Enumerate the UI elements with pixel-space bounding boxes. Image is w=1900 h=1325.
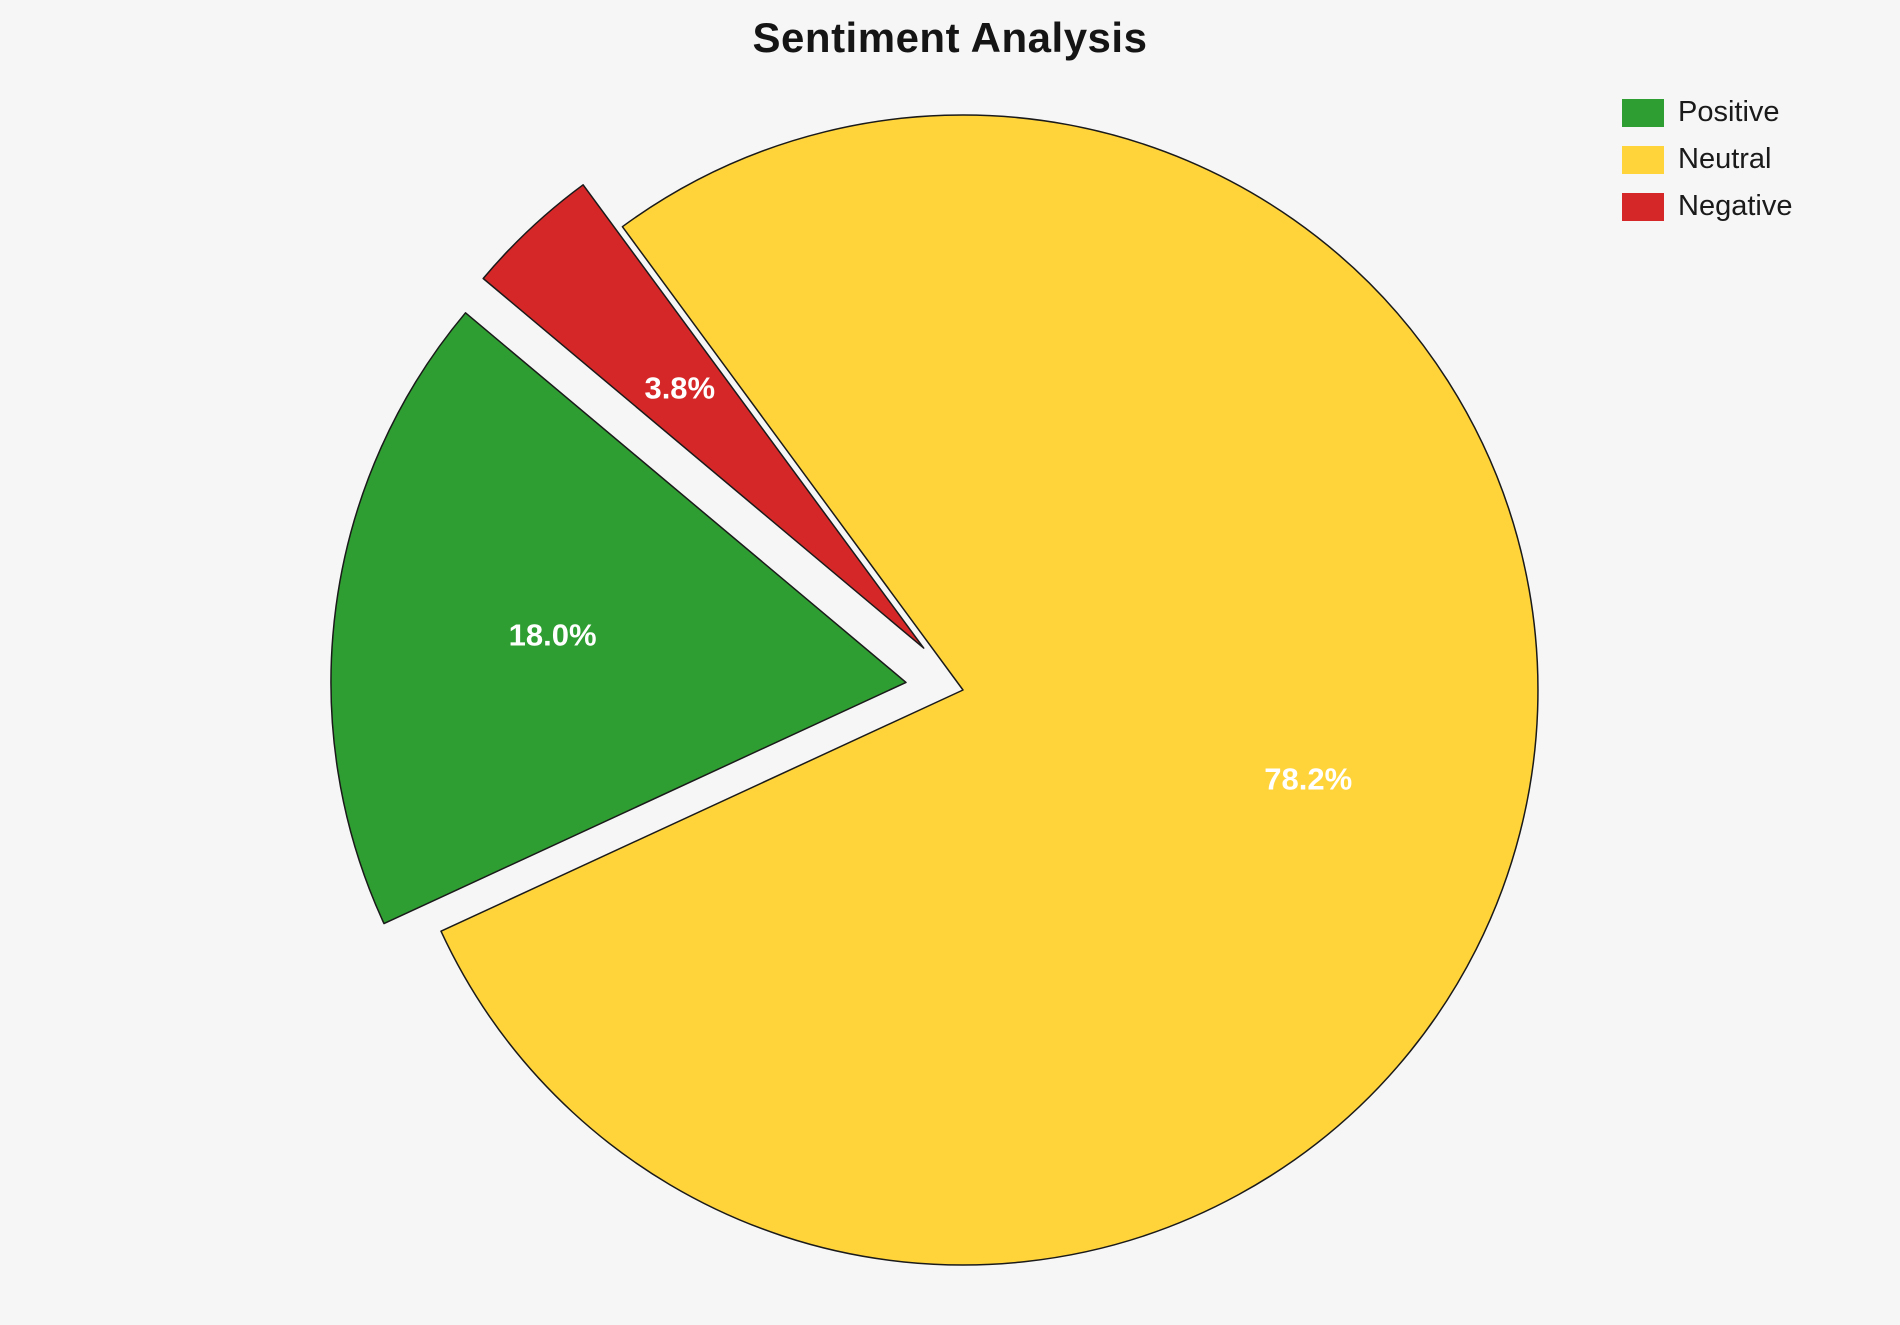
legend-swatch-positive bbox=[1622, 98, 1664, 127]
pie-slice-positive bbox=[330, 312, 907, 925]
legend-label-positive: Positive bbox=[1678, 96, 1780, 128]
pct-label-neutral: 78.2% bbox=[1264, 761, 1352, 796]
legend-item-negative: Negative bbox=[1622, 192, 1792, 221]
legend-swatch-neutral bbox=[1622, 145, 1664, 174]
legend-item-neutral: Neutral bbox=[1622, 145, 1792, 174]
pie-slice-neutral bbox=[440, 114, 1539, 1266]
legend-label-negative: Negative bbox=[1678, 190, 1793, 222]
legend-item-positive: Positive bbox=[1622, 98, 1792, 127]
pct-label-negative: 3.8% bbox=[644, 371, 715, 406]
legend-label-neutral: Neutral bbox=[1678, 143, 1772, 175]
pct-label-positive: 18.0% bbox=[509, 618, 597, 653]
legend: Positive Neutral Negative bbox=[1622, 98, 1792, 221]
legend-swatch-negative bbox=[1622, 192, 1664, 221]
chart-title: Sentiment Analysis bbox=[752, 14, 1148, 61]
pie-slice-negative bbox=[482, 184, 925, 649]
